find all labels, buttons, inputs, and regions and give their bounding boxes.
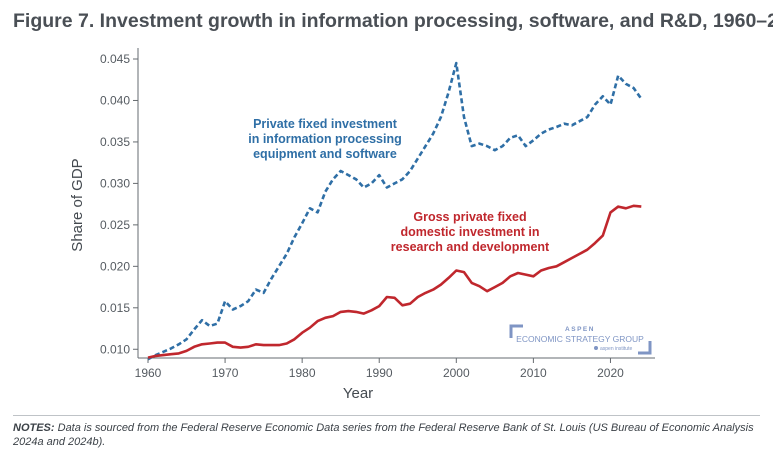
x-tick-label: 1960 [135, 366, 162, 380]
series-line-rnd [147, 204, 642, 359]
x-tick-label: 2020 [597, 366, 624, 380]
y-tick-label: 0.045 [100, 52, 130, 66]
logo-mark-icon [594, 346, 598, 350]
chart-title: Figure 7. Investment growth in informati… [13, 10, 773, 32]
y-tick-label: 0.025 [100, 218, 130, 232]
x-axis-title: Year [343, 385, 373, 402]
y-tick-label: 0.010 [100, 342, 130, 356]
y-tick-label: 0.035 [100, 135, 130, 149]
notes: NOTES: Data is sourced from the Federal … [13, 421, 758, 449]
y-ticks: 0.010 0.015 0.020 0.025 0.030 0.035 0.040 0.045 [100, 52, 138, 356]
notes-label: NOTES: [13, 422, 55, 434]
logo-line-2: ECONOMIC STRATEGY GROUP [516, 334, 644, 344]
annotation-red-line-3: research and development [391, 240, 550, 254]
y-axis-title: Share of GDP [69, 158, 86, 251]
series-group [147, 61, 643, 361]
annotation-red-line-2: domestic investment in [401, 225, 540, 239]
logo-bracket-right [638, 341, 652, 355]
y-tick-label: 0.015 [100, 301, 130, 315]
annotation-red-line-1: Gross private fixed [413, 210, 526, 224]
annotation-blue-line-2: in information processing [248, 132, 402, 146]
notes-divider [13, 415, 760, 416]
series-line-info-processing [147, 61, 643, 361]
x-ticks: 1960 1970 1980 1990 2000 2010 2020 [135, 358, 624, 380]
x-tick-label: 1990 [366, 366, 393, 380]
y-tick-label: 0.030 [100, 176, 130, 190]
axes [137, 48, 655, 359]
annotation-blue-line-3: equipment and software [253, 147, 397, 161]
annotation-blue-line-1: Private fixed investment [253, 117, 398, 131]
line-chart: 0.010 0.015 0.020 0.025 0.030 0.035 0.040 0.045… [69, 48, 655, 402]
annotation-red: Gross private fixed domestic investment … [391, 210, 550, 254]
y-tick-label: 0.040 [100, 93, 130, 107]
series-points-0 [148, 63, 641, 359]
x-tick-label: 1970 [212, 366, 239, 380]
logo-line-1: ASPEN [565, 326, 595, 333]
logo-bracket-left [509, 324, 523, 338]
x-tick-label: 2000 [443, 366, 470, 380]
x-tick-label: 2010 [520, 366, 547, 380]
notes-text: Data is sourced from the Federal Reserve… [13, 422, 754, 448]
logo-line-3: aspen institute [600, 346, 632, 352]
x-tick-label: 1980 [289, 366, 316, 380]
aspen-logo: ASPEN ECONOMIC STRATEGY GROUP aspen inst… [509, 324, 652, 355]
annotation-blue: Private fixed investment in information … [248, 117, 402, 161]
y-tick-label: 0.020 [100, 259, 130, 273]
